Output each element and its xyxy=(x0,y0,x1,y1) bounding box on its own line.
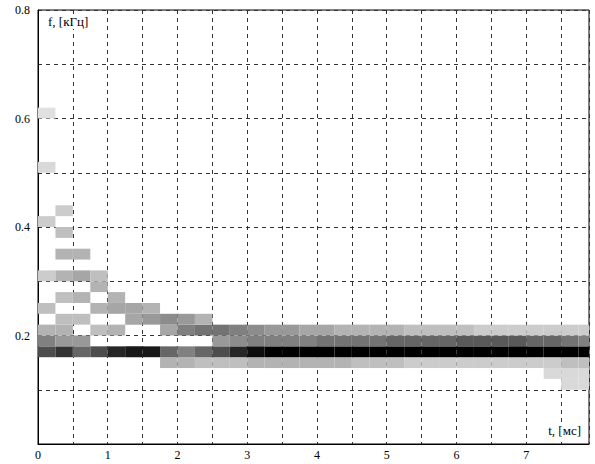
svg-text:0.2: 0.2 xyxy=(15,329,30,343)
svg-text:4: 4 xyxy=(314,448,320,462)
svg-text:2: 2 xyxy=(174,448,180,462)
svg-text:0.4: 0.4 xyxy=(15,220,30,234)
svg-text:0.6: 0.6 xyxy=(15,112,30,126)
svg-text:5: 5 xyxy=(384,448,390,462)
svg-text:f, [кГц]: f, [кГц] xyxy=(48,14,88,29)
svg-text:7: 7 xyxy=(523,448,529,462)
svg-text:6: 6 xyxy=(453,448,459,462)
svg-text:0.8: 0.8 xyxy=(15,3,30,17)
svg-text:1: 1 xyxy=(105,448,111,462)
svg-text:t, [мс]: t, [мс] xyxy=(548,423,581,438)
svg-text:0: 0 xyxy=(35,448,41,462)
svg-text:3: 3 xyxy=(244,448,250,462)
